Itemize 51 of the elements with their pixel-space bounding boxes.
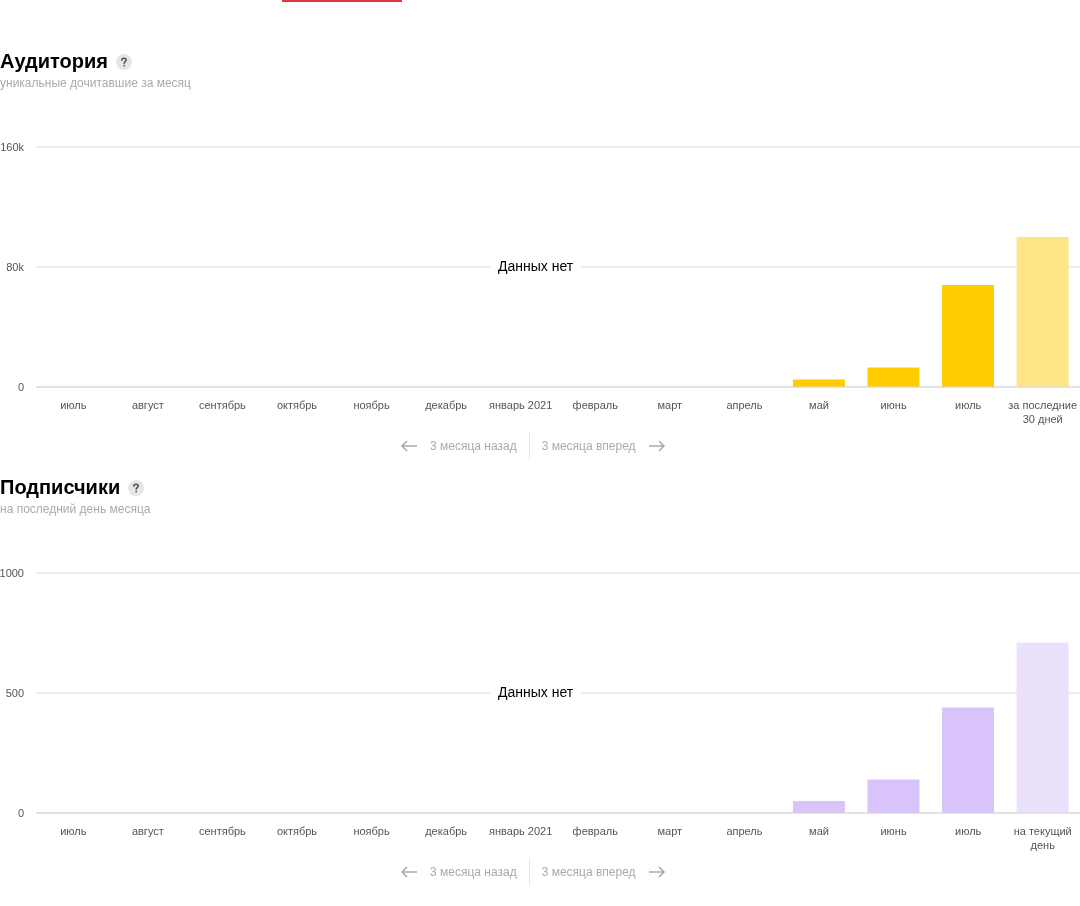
x-tick-label: июль bbox=[954, 399, 982, 411]
x-tick-label: ноябрь bbox=[353, 399, 390, 411]
x-tick-label: июль bbox=[60, 399, 87, 411]
x-tick-label: октябрь bbox=[276, 399, 318, 411]
x-tick-label: январь 2021 bbox=[489, 825, 553, 837]
x-tick-label: ноябрь bbox=[353, 825, 390, 837]
annotation: Данных нет bbox=[490, 258, 582, 274]
chart-title: Аудитория bbox=[0, 50, 108, 73]
y-tick-label: 160k bbox=[0, 141, 25, 153]
chart-subtitle: уникальные дочитавшие за месяц bbox=[0, 76, 191, 90]
x-tick-label: декабрь bbox=[425, 399, 468, 411]
x-tick-label: июль bbox=[954, 825, 982, 837]
y-tick-label: 500 bbox=[5, 687, 24, 699]
x-tick-label: на текущий день bbox=[1013, 825, 1072, 851]
x-tick-label: август bbox=[131, 399, 164, 411]
chart-title: Подписчики bbox=[0, 476, 121, 499]
x-tick-label: январь 2021 bbox=[489, 399, 553, 411]
x-tick-label: апрель bbox=[726, 399, 763, 411]
x-tick-label: сентябрь bbox=[199, 825, 247, 837]
x-tick-label: декабрь bbox=[425, 825, 468, 837]
bar bbox=[942, 707, 995, 813]
bar bbox=[867, 367, 920, 387]
bar bbox=[1016, 237, 1069, 387]
x-tick-label: за последние 30 дней bbox=[1008, 399, 1078, 425]
x-tick-label: август bbox=[131, 825, 164, 837]
y-tick-label: 1000 bbox=[0, 567, 24, 579]
bar bbox=[867, 779, 920, 813]
text: 3 месяца назад bbox=[400, 433, 530, 459]
x-tick-label: апрель bbox=[726, 825, 763, 837]
x-tick-label: июнь bbox=[880, 399, 907, 411]
y-tick-label: 0 bbox=[17, 381, 24, 393]
x-tick-label: май bbox=[809, 825, 829, 837]
x-tick-label: май bbox=[809, 399, 829, 411]
x-tick-label: февраль bbox=[572, 825, 619, 837]
bar bbox=[942, 285, 995, 387]
bar bbox=[792, 801, 845, 813]
x-tick-label: февраль bbox=[572, 399, 619, 411]
x-tick-label: октябрь bbox=[276, 825, 318, 837]
y-tick-label: 80k bbox=[6, 261, 25, 273]
x-tick-label: июнь bbox=[880, 825, 907, 837]
text: 3 месяца вперед bbox=[540, 439, 637, 453]
chart-subtitle: на последний день месяца bbox=[0, 502, 151, 516]
annotation: Данных нет bbox=[490, 684, 582, 700]
y-tick-label: 0 bbox=[17, 807, 24, 819]
x-tick-label: март bbox=[657, 399, 683, 411]
x-tick-label: март bbox=[657, 825, 683, 837]
text: 3 месяца назад bbox=[400, 859, 530, 885]
text: 3 месяца вперед bbox=[540, 865, 637, 879]
bar bbox=[1016, 642, 1069, 813]
x-tick-label: сентябрь bbox=[199, 399, 247, 411]
x-tick-label: июль bbox=[60, 825, 87, 837]
